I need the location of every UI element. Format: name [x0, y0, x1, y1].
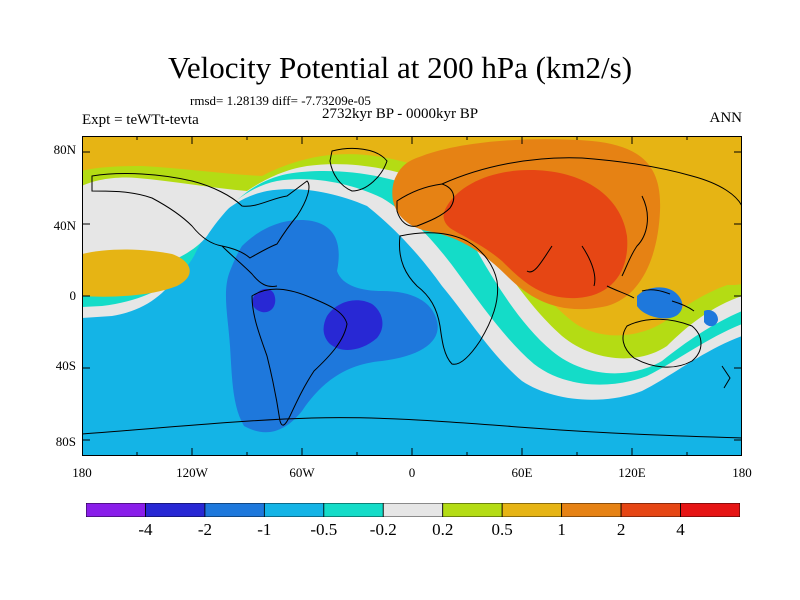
experiment-label: Expt = teWTt-tevta — [82, 112, 199, 128]
coast-maritime-asia — [606, 285, 695, 312]
colorbar-swatch — [561, 503, 622, 517]
colorbar-swatch — [442, 503, 503, 517]
coast-australia — [622, 318, 702, 368]
colorbar-label: 4 — [676, 520, 685, 539]
colorbar-swatch — [501, 503, 563, 517]
coast-asia — [441, 157, 742, 287]
colorbar-label: -1 — [257, 520, 272, 539]
coast-greenland — [329, 148, 388, 192]
lon-label-60e: 60E — [511, 465, 533, 480]
colorbar-swatch — [263, 503, 325, 517]
field-yellow-west — [82, 249, 190, 297]
coast-central-america — [221, 245, 278, 287]
lat-label-80n: 80N — [53, 142, 76, 157]
colorbar-swatch — [86, 503, 146, 517]
colorbar-label: -0.2 — [369, 520, 397, 539]
coast-europe — [396, 183, 455, 227]
field-blue-indonesia — [637, 287, 683, 319]
field-blue-pacific — [704, 310, 718, 327]
colorbar-label: 0.5 — [491, 520, 513, 539]
colorbar-label: -4 — [138, 520, 153, 539]
lat-label-0: 0 — [69, 288, 77, 303]
colorbar-label: 1 — [557, 520, 566, 539]
lat-label-40n: 40N — [53, 218, 76, 233]
lon-label-60w: 60W — [289, 465, 315, 480]
colorbar-label: 0.2 — [432, 520, 454, 539]
colorbar-label: 2 — [616, 520, 626, 539]
colorbar-swatch — [145, 503, 206, 517]
colorbar-swatch — [680, 503, 740, 517]
lon-label-0: 0 — [408, 465, 416, 480]
plot-title: Velocity Potential at 200 hPa (km2/s) — [167, 50, 633, 85]
colorbar-label: -0.5 — [310, 520, 338, 539]
colorbar-swatch — [323, 503, 384, 517]
field-dark-blue-west — [252, 288, 276, 313]
stats-label: rmsd= 1.28139 diff= -7.73209e-05 — [190, 93, 371, 108]
lon-label-180w: 180 — [72, 465, 92, 480]
colorbar-swatch — [382, 503, 444, 517]
field-dark-blue-atlantic — [323, 300, 383, 350]
field-yellow-east — [711, 256, 742, 286]
lon-label-120w: 120W — [176, 465, 208, 480]
period-label: 2732kyr BP - 0000kyr BP — [322, 106, 479, 122]
coast-new-zealand — [721, 365, 731, 389]
colorbar-label: -2 — [197, 520, 212, 539]
coast-africa — [398, 232, 499, 365]
velocity-potential-map — [82, 136, 742, 456]
colorbar — [86, 503, 740, 517]
coast-south-america — [251, 288, 348, 426]
lat-label-40s: 40S — [55, 358, 76, 373]
field-red-core — [443, 170, 628, 299]
colorbar-swatch — [620, 503, 681, 517]
season-label: ANN — [709, 110, 743, 126]
lon-label-120e: 120E — [618, 465, 646, 480]
lon-label-180e: 180 — [732, 465, 752, 480]
lat-label-80s: 80S — [55, 434, 76, 449]
coast-north-america — [91, 173, 310, 259]
coast-antarctica — [82, 417, 742, 439]
colorbar-swatch — [204, 503, 265, 517]
